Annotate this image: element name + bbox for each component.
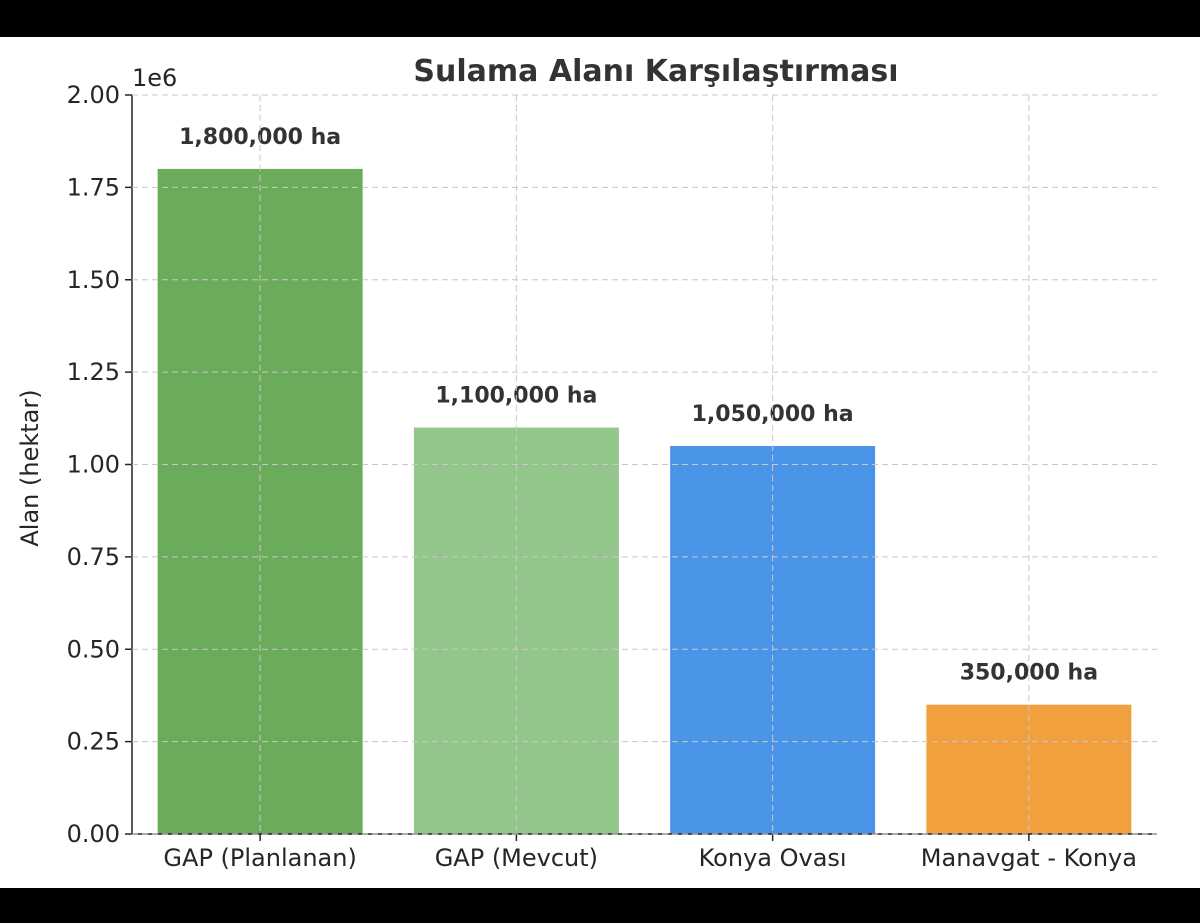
- y-tick-label: 1.75: [67, 173, 120, 201]
- chart-title: Sulama Alanı Karşılaştırması: [413, 54, 898, 89]
- y-tick-label: 0.50: [67, 635, 120, 663]
- labels: [132, 94, 1157, 835]
- y-tick-label: 0.25: [67, 728, 120, 756]
- y-tick-label: 1.50: [67, 266, 120, 294]
- bars: [157, 168, 1132, 834]
- y-tick-label: 0.75: [67, 543, 120, 571]
- y-tick-label: 1.25: [67, 358, 120, 386]
- x-tick-label: Manavgat - Konya: [921, 844, 1137, 872]
- x-tick-label: GAP (Mevcut): [435, 844, 598, 872]
- x-tick-label: Konya Ovası: [699, 844, 847, 872]
- bar-chart: 0.00 0.25 0.50 0.75 1.00 1.25 1.50 1.75 2.00 GAP …: [16, 54, 1157, 872]
- x-tick-label: GAP (Planlanan): [163, 844, 356, 872]
- data-label-3: 350,000 ha: [960, 661, 1098, 686]
- y-axis-offset-label: 1e6: [132, 64, 177, 92]
- y-tick-label: 0.00: [67, 820, 120, 848]
- chart-frame: 0.00 0.25 0.50 0.75 1.00 1.25 1.50 1.75 2.00 GAP …: [0, 37, 1200, 888]
- y-tick-label: 2.00: [67, 81, 120, 109]
- y-axis-label: Alan (hektar): [16, 389, 44, 546]
- y-tick-label: 1.00: [67, 451, 120, 479]
